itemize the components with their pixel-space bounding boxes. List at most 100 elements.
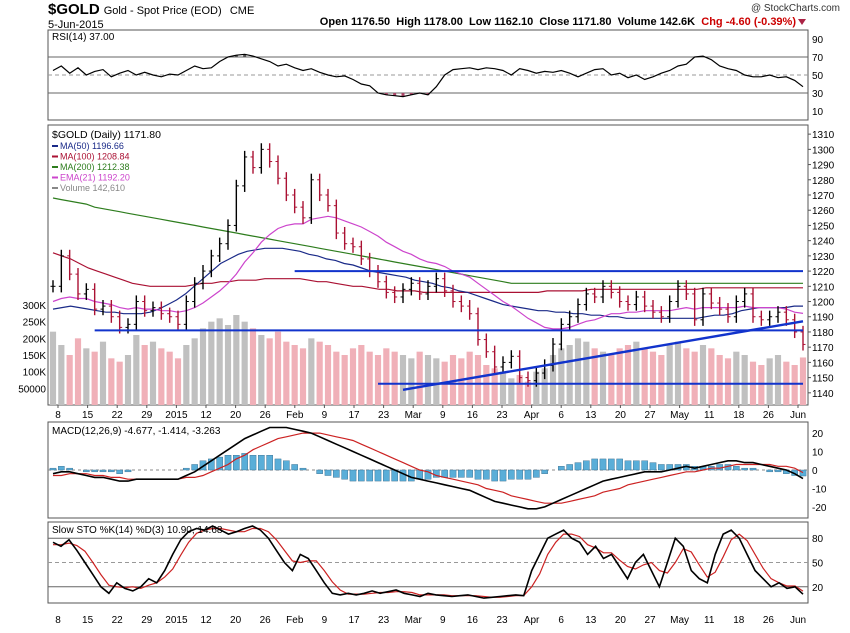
rsi-title: RSI(14) 37.00	[52, 32, 115, 43]
volume-bar	[383, 348, 390, 405]
date-tick-label: 8	[55, 615, 61, 626]
macd-histogram-bar	[541, 469, 548, 474]
date-tick-label: 16	[467, 410, 479, 421]
price-tick-label: 1160	[812, 358, 834, 369]
macd-histogram-bar	[624, 460, 632, 471]
macd-histogram-bar	[608, 458, 615, 471]
date-tick-label: 18	[733, 410, 745, 421]
volume-bar	[233, 315, 240, 405]
macd-histogram-bar	[58, 466, 65, 471]
date-tick-label: 6	[558, 615, 564, 626]
macd-histogram-bar	[424, 469, 432, 480]
macd-histogram-bar	[649, 462, 657, 471]
date-tick-label: 15	[82, 615, 94, 626]
volume-bar	[608, 355, 615, 405]
volume-bar	[741, 355, 748, 405]
date-tick-label: Feb	[286, 615, 304, 626]
date-tick-label: 27	[644, 615, 656, 626]
volume-bar	[366, 351, 373, 405]
volume-bar	[683, 348, 690, 405]
rsi-tick-label: 70	[812, 53, 824, 64]
price-tick-label: 1260	[812, 206, 835, 217]
macd-histogram-bar	[341, 469, 348, 480]
volume-bar	[58, 345, 65, 405]
volume-bar	[291, 345, 298, 405]
symbol-description: Gold - Spot Price (EOD)	[103, 5, 222, 17]
date-tick-label: 2015	[165, 410, 188, 421]
volume-bar	[316, 341, 323, 405]
price-tick-label: 1200	[812, 298, 835, 309]
macd-histogram-bar	[491, 469, 498, 482]
volume-bar	[649, 351, 657, 405]
macd-line	[52, 426, 804, 510]
date-tick-label: 13	[585, 410, 597, 421]
volume-tick-label: 250K	[23, 318, 47, 329]
macd-histogram-bar	[333, 469, 340, 478]
date-tick-label: 9	[440, 615, 446, 626]
date-tick-label: 26	[763, 615, 775, 626]
macd-histogram-bar	[641, 460, 648, 471]
macd-histogram-bar	[766, 469, 773, 473]
date-tick-label: Apr	[524, 410, 540, 421]
volume-tick-label: 200K	[23, 334, 47, 345]
date-tick-label: 23	[378, 410, 390, 421]
volume-bar	[774, 355, 782, 405]
legend-label: MA(100) 1208.84	[60, 152, 130, 162]
date-tick-label: 20	[230, 410, 242, 421]
macd-histogram-bar	[266, 455, 273, 471]
volume-bar	[149, 341, 157, 405]
volume-bar	[433, 358, 440, 405]
date-tick-label: 23	[496, 615, 508, 626]
chart-date: 5-Jun-2015	[48, 19, 104, 31]
volume-bar	[224, 325, 232, 405]
macd-histogram-bar	[774, 469, 782, 473]
date-tick-label: 20	[615, 615, 627, 626]
volume-bar	[116, 361, 123, 405]
date-tick-label: 23	[496, 410, 508, 421]
volume-bar	[766, 358, 773, 405]
stochastic-k-line	[52, 525, 804, 599]
volume-bar	[374, 355, 382, 405]
macd-histogram-bar	[516, 469, 523, 480]
macd-histogram-bar	[633, 460, 640, 471]
macd-histogram-bar	[566, 464, 573, 471]
volume-bar	[641, 348, 648, 405]
volume-bar	[399, 355, 407, 405]
macd-tick-label: 10	[812, 448, 824, 459]
price-tick-label: 1270	[812, 191, 835, 202]
macd-histogram-bar	[408, 469, 415, 482]
macd-histogram-bar	[458, 469, 465, 478]
macd-histogram-bar	[349, 469, 357, 482]
rsi-tick-label: 50	[812, 71, 824, 82]
macd-histogram-bar	[533, 469, 540, 478]
date-tick-label: 8	[55, 410, 61, 421]
volume-bar	[758, 365, 765, 405]
macd-histogram-bar	[124, 469, 132, 473]
macd-histogram-bar	[658, 464, 665, 471]
macd-histogram-bar	[508, 469, 515, 480]
legend-label: EMA(21) 1192.20	[60, 173, 130, 183]
date-tick-label: 29	[141, 615, 153, 626]
date-tick-label: 29	[141, 410, 153, 421]
volume-bar	[158, 348, 165, 405]
stochastic-tick-label: 20	[812, 583, 824, 594]
macd-histogram-bar	[291, 464, 298, 471]
legend-label: Volume 142,610	[60, 183, 125, 193]
date-tick-label: 26	[763, 410, 775, 421]
macd-histogram-bar	[99, 469, 107, 473]
macd-tick-label: 0	[812, 466, 818, 477]
high-value: High 1178.00	[396, 16, 463, 28]
volume-bar	[66, 355, 73, 405]
open-value: Open 1176.50	[319, 16, 391, 28]
rising-trendline	[402, 320, 804, 391]
down-triangle-icon	[798, 19, 806, 26]
date-tick-label: 12	[200, 410, 212, 421]
volume-bar	[549, 355, 557, 405]
macd-histogram-bar	[449, 469, 457, 478]
date-tick-label: 22	[112, 615, 124, 626]
volume-bar	[108, 358, 115, 405]
price-tick-label: 1310	[812, 130, 835, 141]
price-tick-label: 1170	[812, 343, 834, 354]
volume-bar	[449, 355, 457, 405]
volume-bar	[799, 357, 807, 405]
